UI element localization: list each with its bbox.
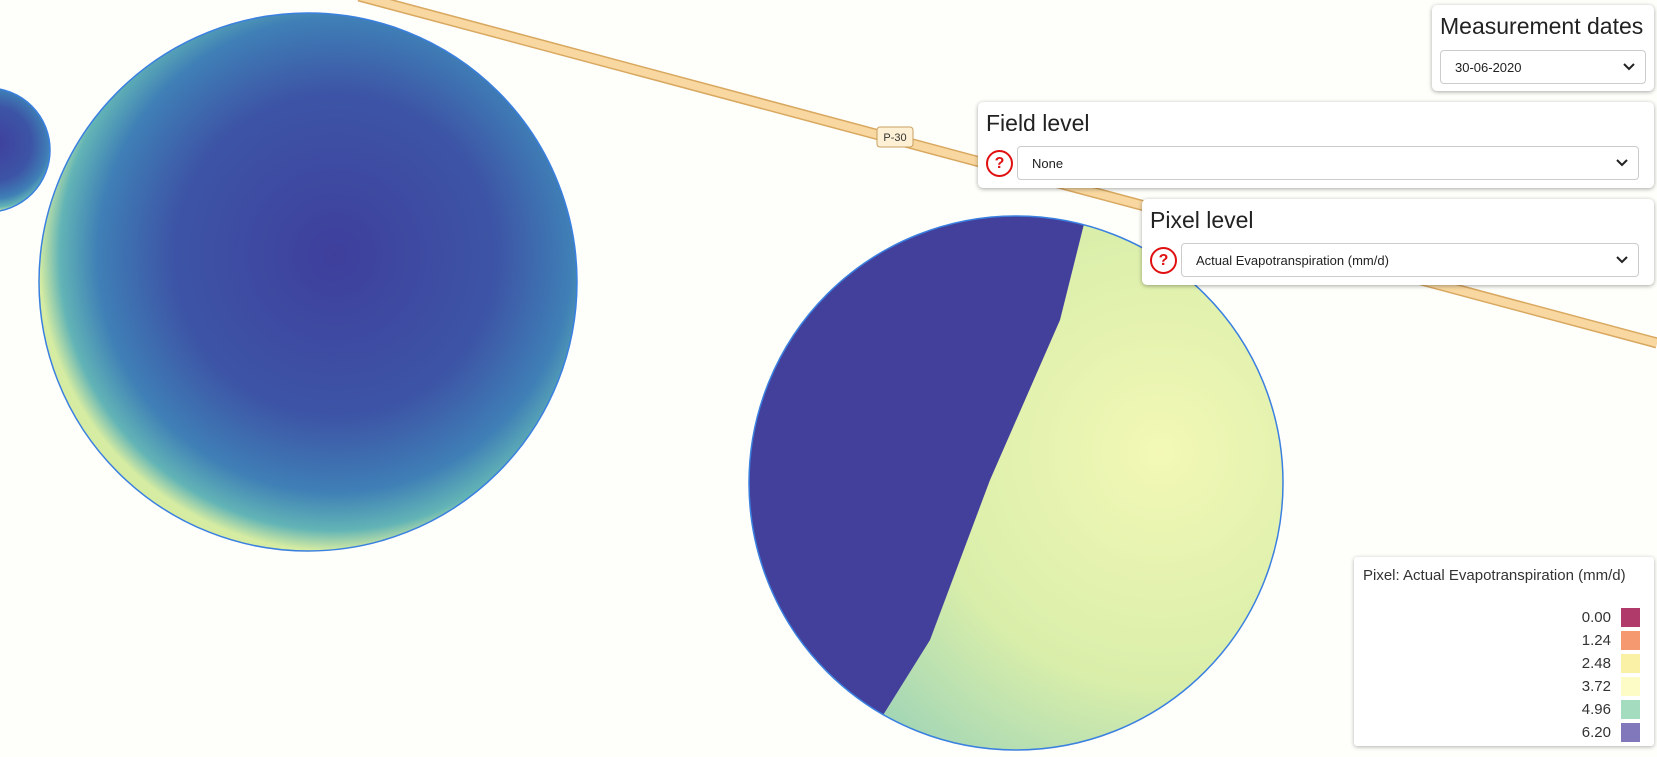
- legend-item: 0.00: [1582, 607, 1640, 628]
- legend: Pixel: Actual Evapotranspiration (mm/d) …: [1354, 557, 1654, 746]
- road-label: P-30: [883, 132, 906, 144]
- legend-label: 4.96: [1581, 701, 1611, 718]
- legend-label: 3.72: [1581, 678, 1611, 695]
- panel: Measurement dates 30-06-2020: [1432, 5, 1654, 91]
- legend-swatch: [1621, 677, 1640, 696]
- legend-title: Pixel: Actual Evapotranspiration (mm/d): [1363, 567, 1626, 584]
- help-icon[interactable]: ?: [986, 150, 1013, 177]
- field: [0, 88, 51, 212]
- legend-label: 6.20: [1581, 724, 1611, 741]
- chevron: [1623, 63, 1635, 71]
- legend-label: 2.48: [1581, 655, 1611, 672]
- legend-item: 2.48: [1582, 653, 1640, 674]
- panel-title: Field level: [986, 110, 1090, 136]
- legend-swatch: [1621, 608, 1640, 627]
- panel: Pixel level ? Actual Evapotranspiration …: [1142, 199, 1654, 285]
- select-value: 30-06-2020: [1455, 60, 1522, 75]
- field-outline: [748, 215, 1284, 751]
- legend-label: 1.24: [1581, 632, 1611, 649]
- legend-swatch: [1621, 654, 1640, 673]
- panel-title: Measurement dates: [1440, 13, 1644, 39]
- legend-swatch: [1621, 700, 1640, 719]
- help-icon[interactable]: ?: [1150, 247, 1177, 274]
- chevron: [1616, 159, 1628, 167]
- legend-swatch: [1621, 631, 1640, 650]
- legend-swatch: [1621, 723, 1640, 742]
- legend-item: 1.24: [1582, 630, 1640, 651]
- panel: Field level ? None: [978, 102, 1654, 188]
- select[interactable]: 30-06-2020: [1440, 50, 1646, 84]
- legend-item: 4.96: [1582, 699, 1640, 720]
- legend-item: 6.20: [1582, 722, 1640, 743]
- select[interactable]: None: [1017, 146, 1639, 180]
- legend-item: 3.72: [1582, 676, 1640, 697]
- select-value: Actual Evapotranspiration (mm/d): [1196, 253, 1389, 268]
- select-value: None: [1032, 156, 1064, 171]
- field: [38, 12, 578, 552]
- panel-title: Pixel level: [1150, 207, 1254, 233]
- chevron: [1616, 256, 1628, 264]
- legend-label: 0.00: [1581, 609, 1611, 626]
- road-badge: [876, 126, 914, 148]
- select[interactable]: Actual Evapotranspiration (mm/d): [1181, 243, 1639, 277]
